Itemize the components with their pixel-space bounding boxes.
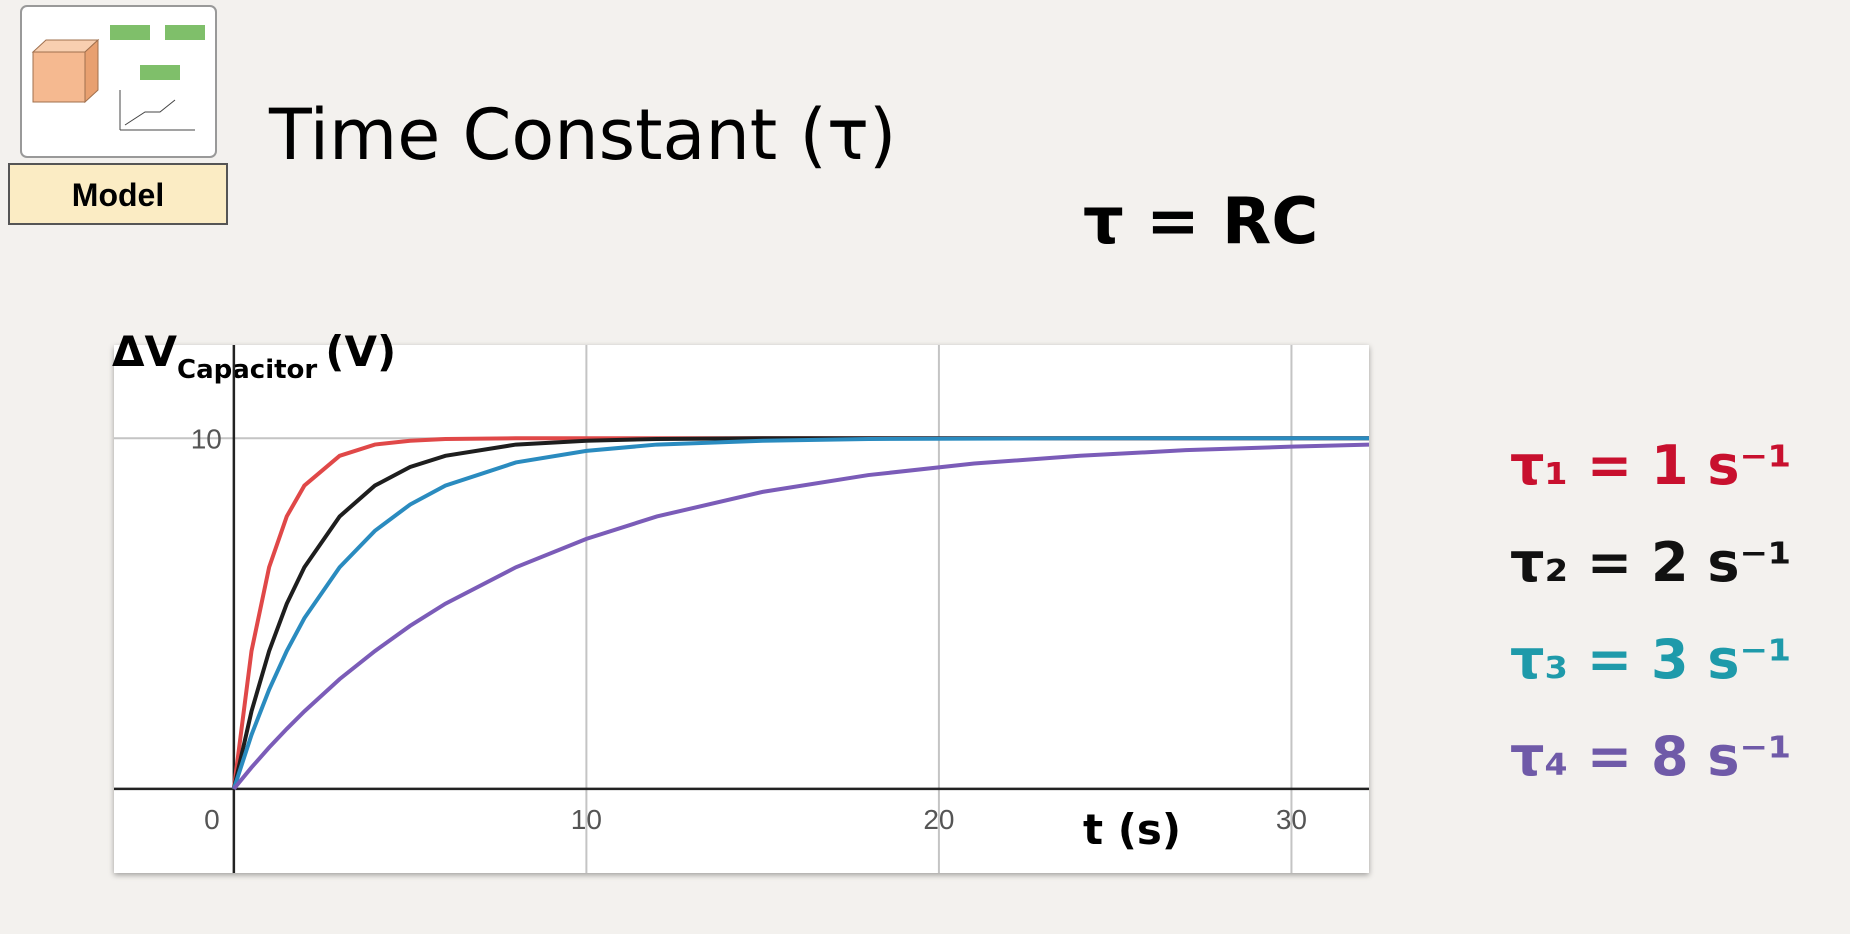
y-label-unit: (V) <box>325 327 396 376</box>
y-label-subscript: Capacitor <box>177 355 317 385</box>
y-axis-label: ΔVCapacitor (V) <box>112 327 396 385</box>
x-tick-label: 20 <box>923 804 954 835</box>
slide-title: Time Constant (τ) <box>268 94 896 176</box>
model-icon: Model <box>8 5 228 225</box>
x-axis-label: t (s) <box>1083 805 1181 854</box>
formula: τ = RC <box>1083 185 1318 259</box>
legend-entry: τ₃ = 3 s⁻¹ <box>1510 628 1792 691</box>
y-label-symbol: ΔV <box>112 327 178 376</box>
x-tick-label: 30 <box>1276 804 1307 835</box>
series-line <box>232 442 1369 791</box>
y-tick-label: 10 <box>191 423 222 454</box>
badge-label: Model <box>72 177 164 213</box>
legend-entry: τ₁ = 1 s⁻¹ <box>1510 434 1792 497</box>
series-line <box>231 436 1369 790</box>
plot-area <box>114 345 1369 873</box>
x-tick-label: 10 <box>571 804 602 835</box>
x-tick-label: 0 <box>204 804 220 835</box>
legend-entry: τ₂ = 2 s⁻¹ <box>1510 531 1792 594</box>
legend-entry: τ₄ = 8 s⁻¹ <box>1510 725 1792 788</box>
